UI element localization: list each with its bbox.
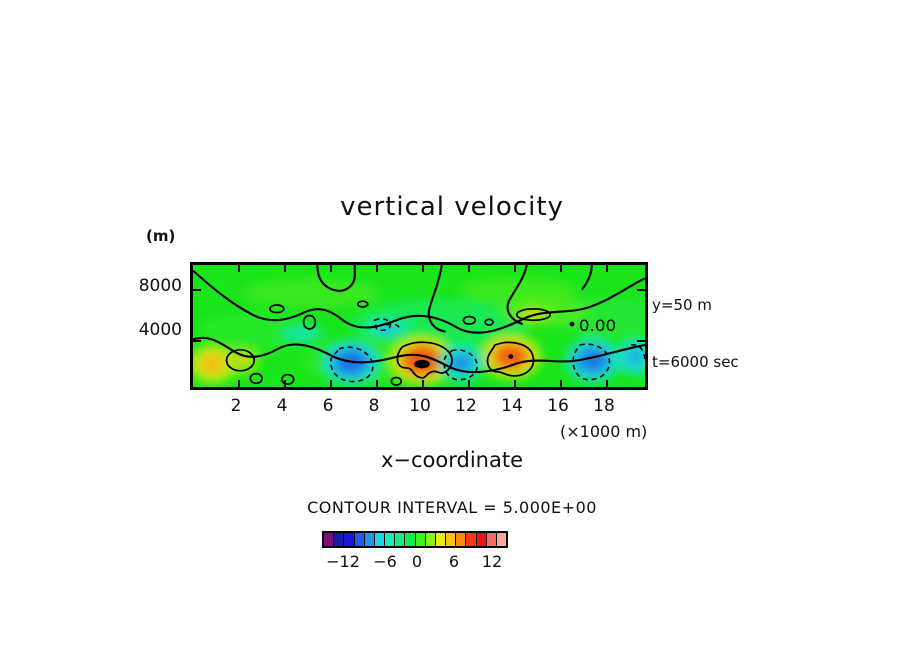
x-axis-units-label: (×1000 m): [560, 422, 648, 441]
colorbar-tick-label: 12: [481, 552, 503, 571]
colorbar[interactable]: [322, 531, 508, 548]
y-tick-label: 8000: [138, 276, 182, 296]
annotation-y-level: y=50 m: [652, 296, 712, 314]
contour-interval-text: CONTOUR INTERVAL = 5.000E+00: [307, 498, 597, 517]
bottom-tick: [468, 380, 470, 387]
svg-text:0.00: 0.00: [579, 316, 616, 335]
colorbar-swatch-12: [446, 533, 457, 546]
bottom-tick: [514, 380, 516, 387]
contour-plot-area[interactable]: 0.00: [190, 262, 648, 390]
colorbar-swatch-13: [456, 533, 467, 546]
x-tick-label: 2: [230, 396, 242, 416]
colorbar-swatch-5: [374, 533, 386, 546]
x-tick-label: 4: [276, 396, 288, 416]
colorbar-tick-labels: −12 −6 0 6 12: [322, 552, 508, 574]
bottom-tick: [606, 380, 608, 387]
colorbar-swatch-16: [486, 533, 497, 546]
x-tick-label: 8: [368, 396, 380, 416]
bottom-tick: [284, 380, 286, 387]
colorbar-swatch-1: [334, 533, 345, 546]
x-tick-label: 18: [593, 396, 615, 416]
x-tick-label: 10: [409, 396, 431, 416]
colorbar-swatch-15: [476, 533, 487, 546]
top-tick: [560, 265, 562, 272]
top-tick: [514, 265, 516, 272]
left-tick: [193, 340, 201, 342]
colorbar-tick-label: 6: [448, 552, 460, 571]
colorbar-swatch-17: [496, 533, 507, 546]
x-tick-label: 6: [322, 396, 334, 416]
x-tick-label: 16: [547, 396, 569, 416]
y-tick-label: 4000: [138, 320, 182, 340]
bottom-tick: [422, 380, 424, 387]
top-tick: [468, 265, 470, 272]
colorbar-swatch-2: [344, 533, 355, 546]
top-tick: [606, 265, 608, 272]
colorbar-tick-label: −6: [373, 552, 397, 571]
colorbar-swatch-0: [324, 533, 335, 546]
bottom-tick: [330, 380, 332, 387]
right-tick: [637, 340, 645, 342]
colorbar-swatch-3: [354, 533, 365, 546]
top-tick: [422, 265, 424, 272]
colorbar-swatch-6: [385, 533, 396, 546]
chart-title: vertical velocity: [340, 192, 564, 222]
top-tick: [238, 265, 240, 272]
colorbar-swatch-4: [364, 533, 375, 546]
plot-annotation: y=50 m t=6000 sec: [652, 258, 739, 391]
colorbar-swatch-11: [435, 533, 447, 546]
colorbar-tick-label: 0: [411, 552, 423, 571]
right-tick: [637, 289, 645, 291]
bottom-tick: [376, 380, 378, 387]
x-tick-label: 12: [455, 396, 477, 416]
x-axis-title: x−coordinate: [380, 448, 524, 472]
top-tick: [284, 265, 286, 272]
contour-zero-label: 0.00: [579, 316, 616, 335]
colorbar-swatch-14: [466, 533, 477, 546]
top-tick: [330, 265, 332, 272]
colorbar-swatch-8: [405, 533, 416, 546]
colorbar-swatch-7: [395, 533, 406, 546]
bottom-tick: [238, 380, 240, 387]
closed-contour-lines: [225, 300, 575, 386]
colorbar-tick-label: −12: [326, 552, 360, 571]
annotation-time: t=6000 sec: [652, 353, 739, 371]
negative-contour-lines: [330, 317, 645, 383]
left-tick: [193, 289, 201, 291]
x-axis-tick-labels: 2 4 6 8 10 12 14 16 18: [190, 396, 648, 420]
x-tick-label: 14: [501, 396, 523, 416]
y-axis-tick-labels: 8000 4000: [110, 262, 182, 390]
colorbar-swatch-9: [415, 533, 426, 546]
colorbar-swatch-10: [425, 533, 436, 546]
vertical-velocity-field: 0.00: [193, 265, 645, 387]
top-tick: [376, 265, 378, 272]
bottom-tick: [560, 380, 562, 387]
y-axis-units-label: (m): [146, 227, 176, 245]
